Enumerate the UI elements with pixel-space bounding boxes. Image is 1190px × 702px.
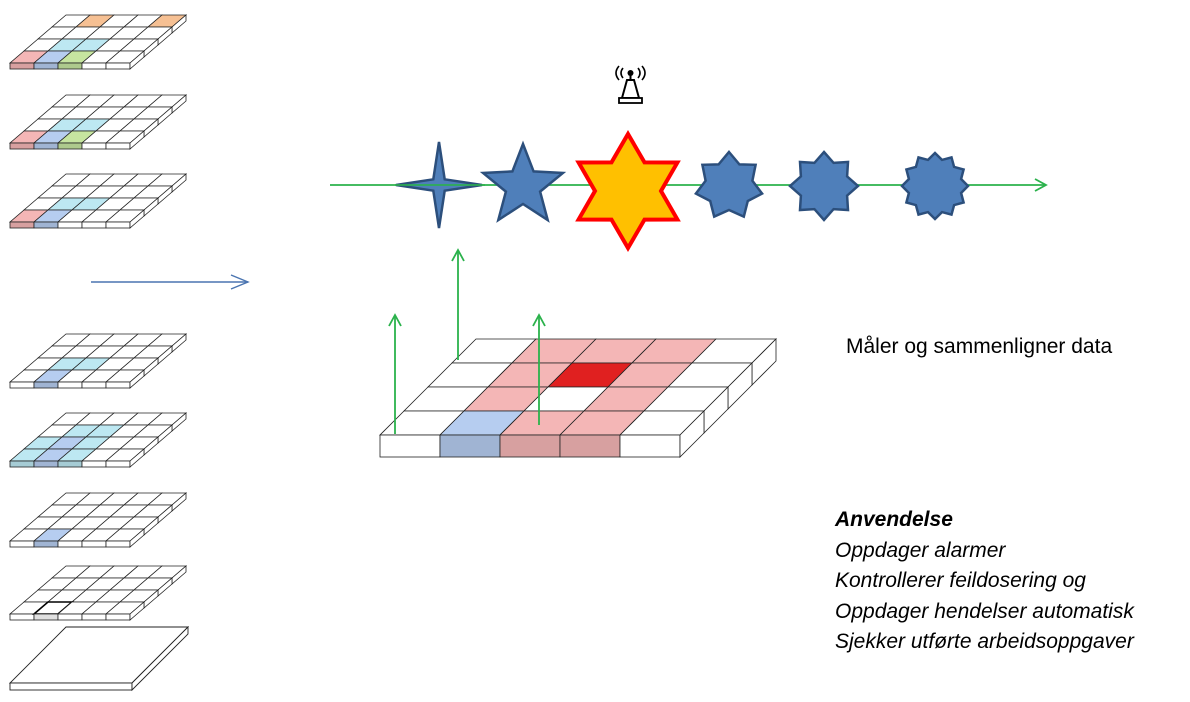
star6-marker <box>575 130 681 252</box>
usage-item: Sjekker utførte arbeidsoppgaver <box>835 630 1134 653</box>
stack-layer <box>8 333 188 389</box>
grid-cell <box>104 601 146 621</box>
grid-cell <box>104 209 146 229</box>
usage-heading: Anvendelse <box>835 508 953 531</box>
measure-compare-label: Måler og sammenligner data <box>846 335 1113 358</box>
star7-marker <box>694 150 764 219</box>
grid-cell <box>132 106 174 126</box>
stack-layer <box>8 14 188 70</box>
star5-marker <box>479 140 567 223</box>
grid-cell <box>104 448 146 468</box>
grid-cell <box>619 410 705 458</box>
stack-layer <box>8 173 188 229</box>
grid-cell <box>559 410 645 458</box>
star8-marker <box>788 150 860 222</box>
grid-cell <box>104 130 146 150</box>
sensor-grid-cells <box>379 338 777 458</box>
antenna-tower-icon <box>615 65 646 104</box>
grid-cell <box>104 50 146 70</box>
grid-cell <box>118 589 160 609</box>
stack-layer <box>8 94 188 150</box>
stack-layer <box>8 565 188 621</box>
grid-cell <box>104 369 146 389</box>
data-layer-stack <box>8 14 190 692</box>
grid-cell <box>379 410 465 458</box>
flat-base-layer <box>8 625 190 692</box>
grid-cell <box>439 410 525 458</box>
sensor-grid <box>379 338 777 458</box>
grid-cell <box>104 528 146 548</box>
grid-cell <box>118 516 160 536</box>
usage-item: Oppdager hendelser automatisk <box>835 599 1134 623</box>
measurement-arrows <box>388 248 546 434</box>
stack-layer <box>8 412 188 468</box>
stack-layer <box>8 492 188 548</box>
star12-marker <box>900 151 970 221</box>
usage-item: Oppdager alarmer <box>835 538 1006 562</box>
usage-list: Anvendelse Oppdager alarmer Kontrollerer… <box>835 505 1134 658</box>
usage-item: Kontrollerer feildosering og <box>835 569 1086 592</box>
grid-cell <box>499 410 585 458</box>
event-timeline <box>330 130 1048 252</box>
